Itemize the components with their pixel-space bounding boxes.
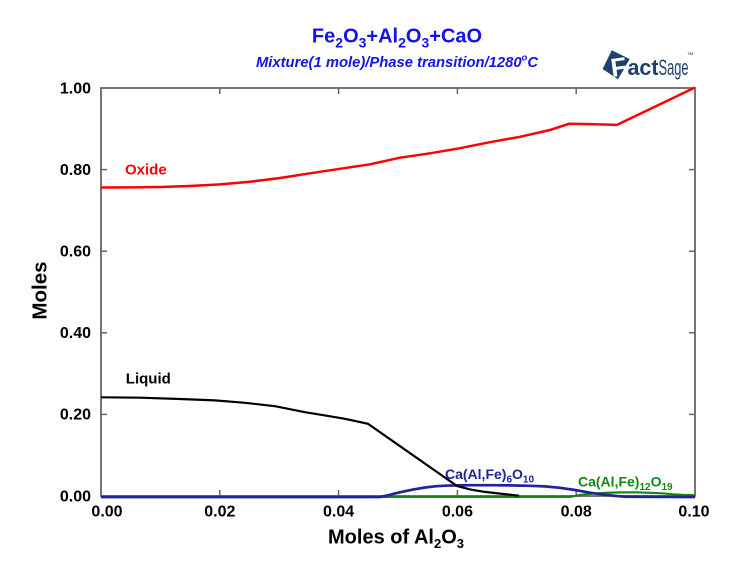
svg-text:Moles: Moles: [29, 261, 52, 319]
svg-text:0.20: 0.20: [60, 407, 91, 424]
svg-text:Ca(Al,Fe)6O10: Ca(Al,Fe)6O10: [445, 466, 534, 486]
svg-text:0.00: 0.00: [91, 504, 122, 521]
svg-text:1.00: 1.00: [60, 80, 91, 97]
svg-text:Liquid: Liquid: [126, 371, 171, 388]
svg-text:0.02: 0.02: [204, 504, 235, 521]
svg-text:0.10: 0.10: [678, 504, 709, 521]
svg-text:Mixture(1 mole)/Phase transiti: Mixture(1 mole)/Phase transition/1280oC: [256, 52, 538, 71]
svg-text:Sage: Sage: [659, 55, 689, 80]
svg-text:™: ™: [687, 52, 694, 59]
svg-text:act: act: [628, 55, 660, 80]
svg-text:0.80: 0.80: [60, 162, 91, 179]
svg-text:0.06: 0.06: [442, 504, 473, 521]
svg-text:0.00: 0.00: [60, 488, 91, 505]
svg-text:0.04: 0.04: [323, 504, 354, 521]
svg-text:0.08: 0.08: [561, 504, 592, 521]
svg-text:0.40: 0.40: [60, 325, 91, 342]
svg-text:0.60: 0.60: [60, 244, 91, 261]
svg-text:F: F: [609, 51, 629, 83]
svg-text:Moles of Al2O3: Moles of Al2O3: [328, 527, 464, 552]
svg-text:Oxide: Oxide: [125, 162, 167, 179]
svg-text:Fe2O3+Al2O3+CaO: Fe2O3+Al2O3+CaO: [312, 26, 482, 51]
